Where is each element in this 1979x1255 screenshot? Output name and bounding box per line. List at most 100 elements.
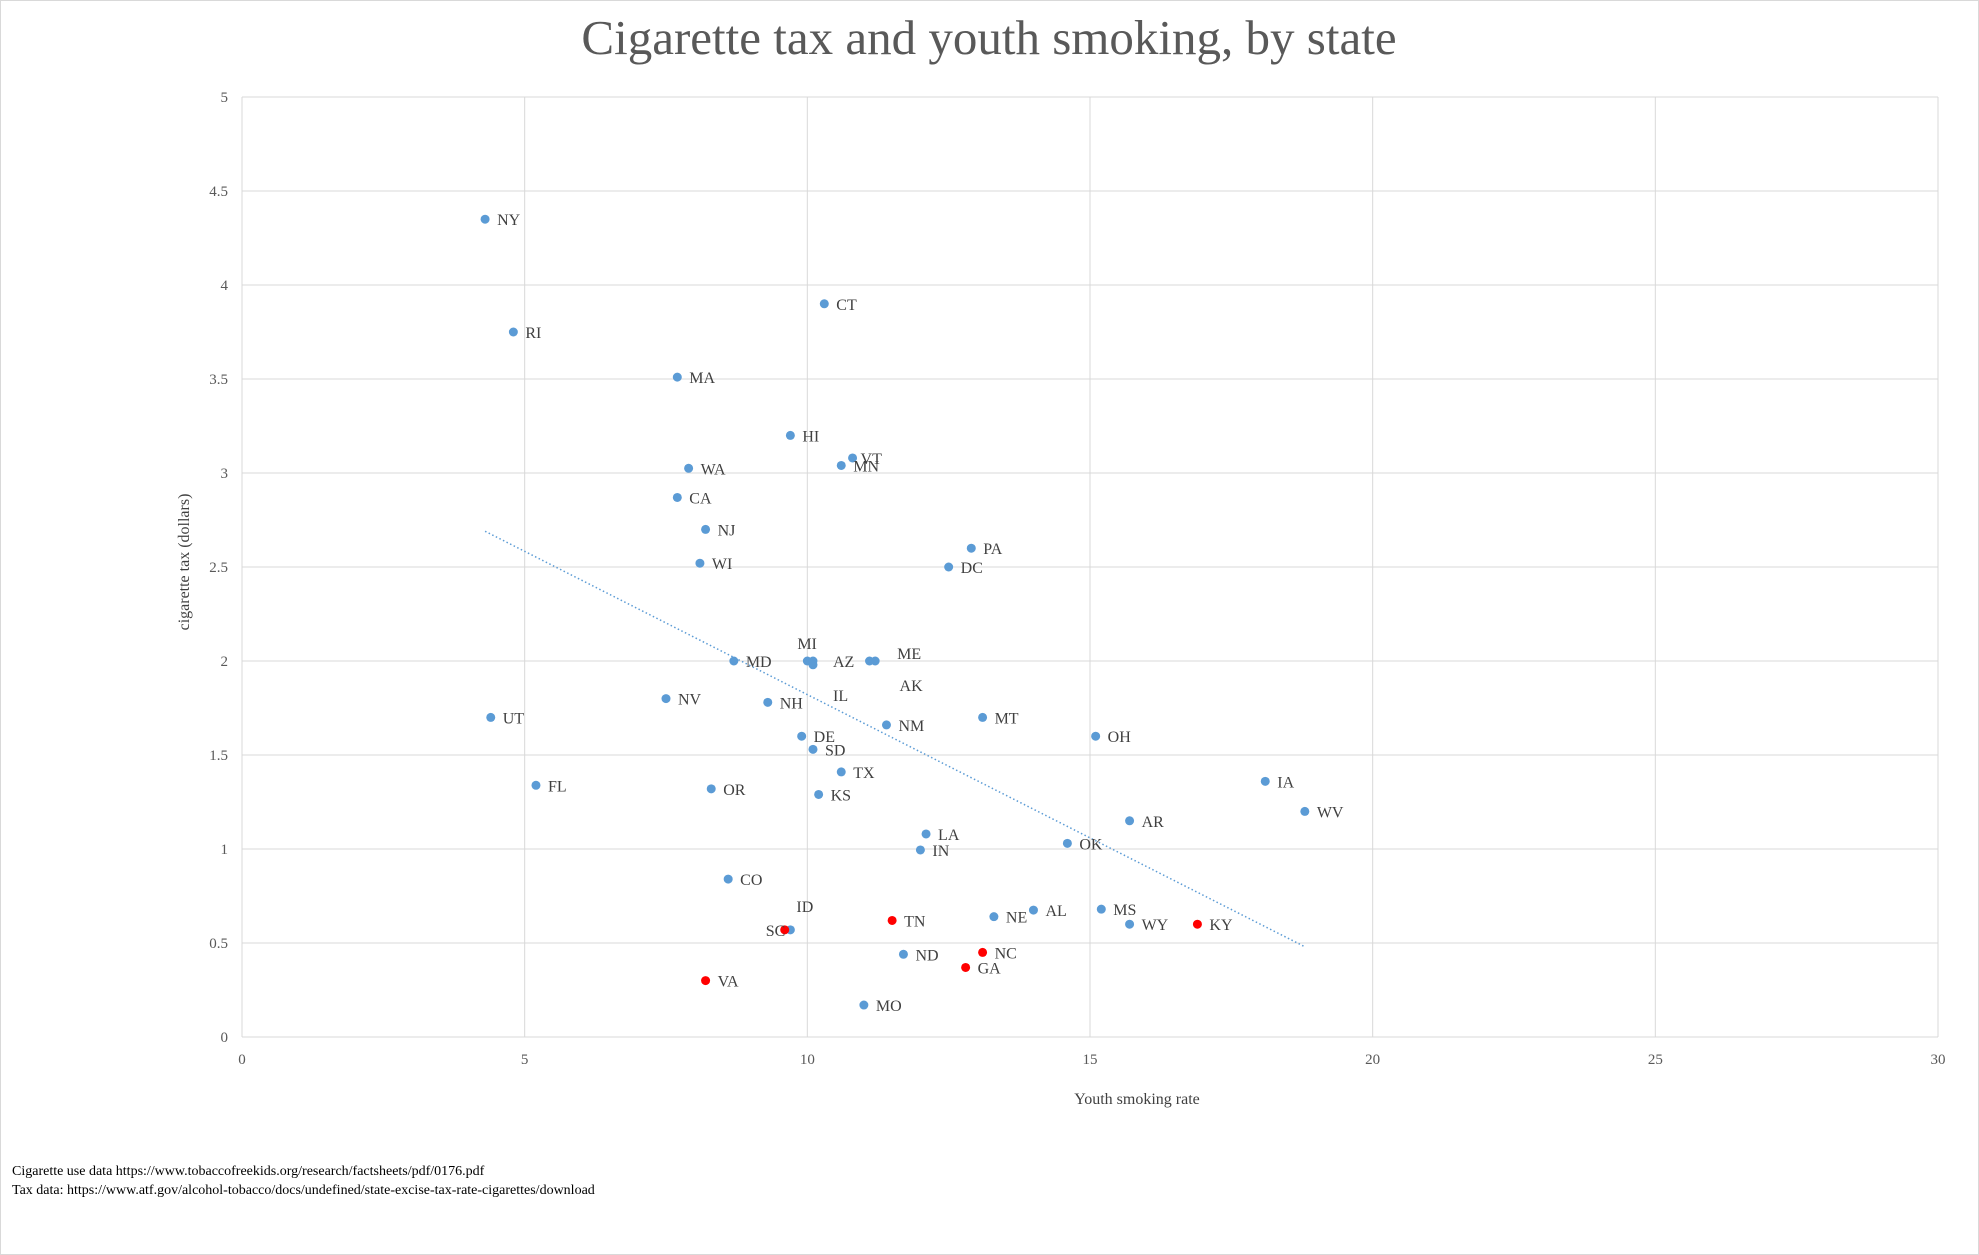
point-label-ga: GA bbox=[978, 960, 1002, 977]
x-tick-label: 15 bbox=[1083, 1052, 1098, 1068]
point-nc bbox=[978, 947, 988, 957]
point-label-ar: AR bbox=[1142, 814, 1165, 831]
point-pa bbox=[966, 543, 976, 553]
y-tick-label: 4 bbox=[221, 278, 229, 294]
point-tx bbox=[836, 767, 846, 777]
y-axis-title: cigarette tax (dollars) bbox=[176, 494, 193, 631]
x-axis-title: Youth smoking rate bbox=[1074, 1091, 1200, 1108]
point-label-sd: SD bbox=[825, 742, 845, 759]
tick-layer: 0 0.5 1 1.5 2 2.5 3 3.5 4 4.5 5 0 5 10 15 20 25 30 bbox=[209, 90, 1945, 1068]
point-label-oh: OH bbox=[1108, 729, 1132, 746]
point-label-nc: NC bbox=[995, 945, 1017, 962]
trend-layer bbox=[484, 530, 1306, 948]
y-tick-label: 0 bbox=[221, 1030, 229, 1046]
point-ca bbox=[672, 492, 682, 502]
source-cigarette-use: Cigarette use data https://www.tobaccofr… bbox=[12, 1164, 485, 1179]
y-tick-label: 1.5 bbox=[209, 748, 228, 764]
y-tick-label: 0.5 bbox=[209, 936, 228, 952]
point-label-vt: VT bbox=[861, 451, 883, 468]
point-label-nm: NM bbox=[898, 718, 924, 735]
point-label-hi: HI bbox=[802, 428, 819, 445]
point-label-wy: WY bbox=[1142, 917, 1169, 934]
point-hi bbox=[785, 430, 795, 440]
x-tick-label: 25 bbox=[1648, 1052, 1663, 1068]
point-label-az: AZ bbox=[833, 654, 854, 671]
point-la bbox=[921, 829, 931, 839]
y-tick-label: 4.5 bbox=[209, 184, 228, 200]
point-label-fl: FL bbox=[548, 778, 567, 795]
point-nm bbox=[881, 720, 891, 730]
point-ma bbox=[672, 372, 682, 382]
point-fl bbox=[531, 780, 541, 790]
y-tick-label: 2.5 bbox=[209, 560, 228, 576]
point-ga bbox=[961, 962, 971, 972]
point-ia bbox=[1260, 776, 1270, 786]
point-ne bbox=[989, 912, 999, 922]
point-sc bbox=[780, 925, 790, 935]
x-tick-label: 10 bbox=[800, 1052, 815, 1068]
point-ar bbox=[1125, 816, 1135, 826]
chart-title: Cigarette tax and youth smoking, by stat… bbox=[581, 10, 1396, 65]
x-tick-label: 5 bbox=[521, 1052, 529, 1068]
point-label-ma: MA bbox=[689, 370, 715, 387]
x-tick-label: 20 bbox=[1365, 1052, 1380, 1068]
point-label-ok: OK bbox=[1079, 836, 1103, 853]
point-va bbox=[701, 976, 711, 986]
point-nj bbox=[701, 524, 711, 534]
point-label-ne: NE bbox=[1006, 910, 1027, 927]
point-label-ny: NY bbox=[497, 212, 521, 229]
y-tick-label: 3.5 bbox=[209, 372, 228, 388]
point-label-de: DE bbox=[814, 729, 835, 746]
point-label-ca: CA bbox=[689, 490, 712, 507]
point-nv bbox=[661, 694, 671, 704]
point-ri bbox=[508, 327, 518, 337]
point-wi bbox=[695, 558, 705, 568]
point-nd bbox=[898, 949, 908, 959]
point-nh bbox=[763, 697, 773, 707]
point-ak bbox=[865, 656, 875, 666]
point-ok bbox=[1062, 838, 1072, 848]
point-label-pa: PA bbox=[983, 541, 1002, 558]
point-il bbox=[808, 660, 818, 670]
point-label-md: MD bbox=[746, 654, 772, 671]
point-label-nd: ND bbox=[915, 947, 938, 964]
point-or bbox=[706, 784, 716, 794]
point-label-ky: KY bbox=[1209, 917, 1233, 934]
point-wy bbox=[1125, 919, 1135, 929]
point-label-ri: RI bbox=[525, 325, 541, 342]
point-label-ia: IA bbox=[1277, 774, 1294, 791]
point-label-id: ID bbox=[796, 899, 813, 916]
point-label-va: VA bbox=[718, 974, 739, 991]
point-label-nv: NV bbox=[678, 692, 702, 709]
point-label-wa: WA bbox=[701, 461, 726, 478]
point-label-sc: SC bbox=[766, 923, 786, 940]
y-tick-label: 5 bbox=[221, 90, 229, 106]
point-ny bbox=[480, 214, 490, 224]
point-in bbox=[915, 845, 925, 855]
y-tick-label: 2 bbox=[221, 654, 229, 670]
point-label-il: IL bbox=[833, 688, 848, 705]
point-label-wi: WI bbox=[712, 556, 732, 573]
point-label-in: IN bbox=[932, 843, 949, 860]
point-mt bbox=[978, 712, 988, 722]
point-label-nj: NJ bbox=[718, 522, 736, 539]
point-tn bbox=[887, 915, 897, 925]
point-label-ms: MS bbox=[1113, 902, 1136, 919]
point-al bbox=[1028, 905, 1038, 915]
point-label-co: CO bbox=[740, 872, 762, 889]
point-label-ct: CT bbox=[836, 297, 857, 314]
point-ky bbox=[1192, 919, 1202, 929]
point-ks bbox=[814, 789, 824, 799]
point-label-tn: TN bbox=[904, 913, 926, 930]
point-co bbox=[723, 874, 733, 884]
y-tick-label: 1 bbox=[221, 842, 229, 858]
point-md bbox=[729, 656, 739, 666]
point-label-ks: KS bbox=[831, 787, 851, 804]
point-label-ut: UT bbox=[503, 710, 525, 727]
point-label-or: OR bbox=[723, 782, 746, 799]
point-label-tx: TX bbox=[853, 765, 875, 782]
point-label-wv: WV bbox=[1317, 804, 1344, 821]
point-sd bbox=[808, 744, 818, 754]
